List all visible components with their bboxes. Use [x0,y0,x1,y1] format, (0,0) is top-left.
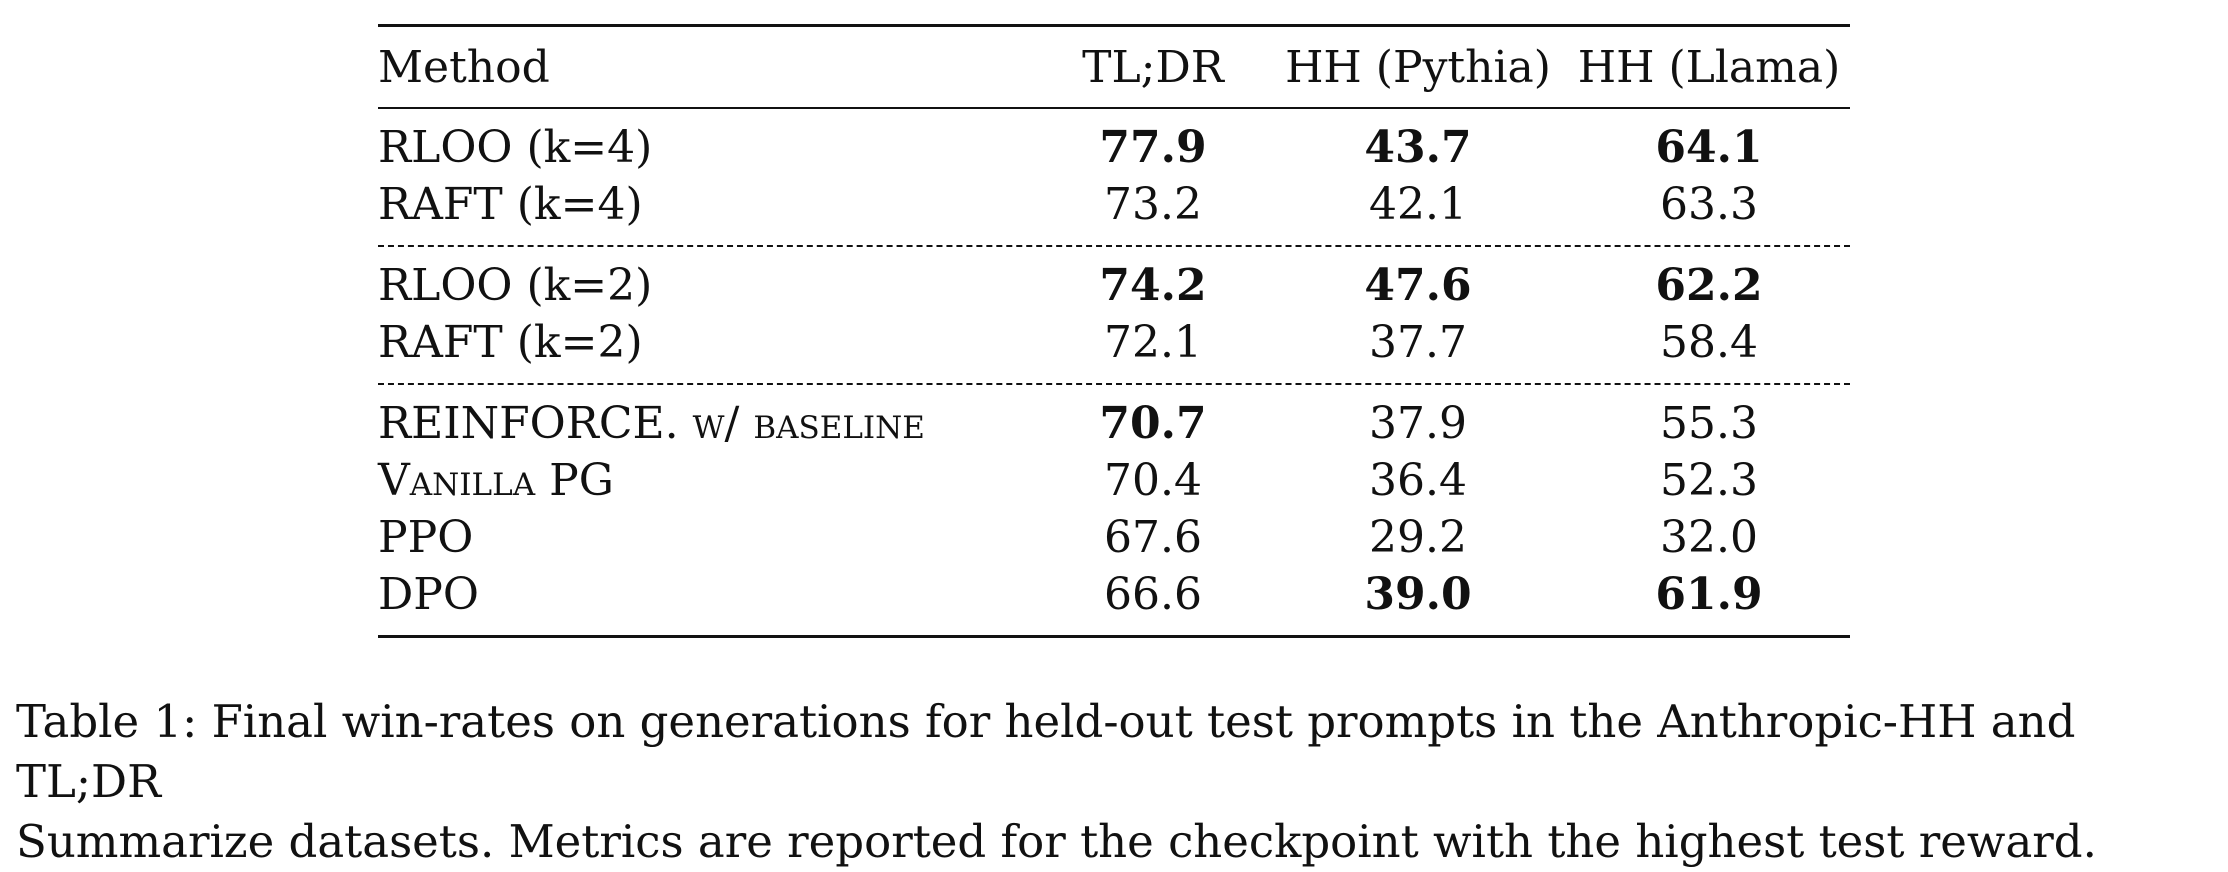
hh-llama-value: 52.3 [1660,455,1758,506]
method-cell: RLOO (k=4) [378,122,653,173]
hh-pythia-value: 42.1 [1369,179,1467,230]
tldr-value: 77.9 [1099,122,1207,173]
method-qualifier: w/ baseline [692,398,925,449]
table-row: Vanilla PG 70.4 36.4 52.3 [378,452,1850,509]
method-cell: REINFORCE. w/ baseline [378,398,1038,449]
group-divider [378,245,1850,247]
method-name: REINFORCE. [378,398,679,449]
hh-llama-value: 55.3 [1660,398,1758,449]
table-row: RLOO (k=2) 74.2 47.6 62.2 [378,257,1850,314]
tldr-value: 70.4 [1104,455,1202,506]
caption-line-2: Summarize datasets. Metrics are reported… [16,815,2097,868]
hh-pythia-value: 36.4 [1369,455,1467,506]
tldr-value: 66.6 [1104,569,1202,620]
tldr-value: 74.2 [1099,260,1207,311]
method-cell: RAFT (k=4) [378,179,643,230]
hh-llama-value: 61.9 [1655,569,1763,620]
table-row: PPO 67.6 29.2 32.0 [378,509,1850,566]
tldr-value: 67.6 [1104,512,1202,563]
hh-pythia-value: 29.2 [1369,512,1467,563]
hh-llama-value: 63.3 [1660,179,1758,230]
header-hh-llama: HH (Llama) [1577,41,1841,93]
table-row: RLOO (k=4) 77.9 43.7 64.1 [378,119,1850,176]
tldr-value: 72.1 [1104,317,1202,368]
hh-pythia-value: 37.9 [1369,398,1467,449]
hh-pythia-value: 47.6 [1364,260,1472,311]
tldr-value: 73.2 [1104,179,1202,230]
method-cell: RLOO (k=2) [378,260,653,311]
method-cell: PPO [378,512,474,563]
hh-llama-value: 62.2 [1655,260,1763,311]
method-suffix: PG [549,455,614,506]
hh-llama-value: 32.0 [1660,512,1758,563]
table-header-row: Method TL;DR HH (Pythia) HH (Llama) [378,27,1850,107]
method-name: Vanilla [378,455,536,506]
results-table: Method TL;DR HH (Pythia) HH (Llama) RLOO… [378,24,1850,638]
hh-llama-value: 58.4 [1660,317,1758,368]
header-rule [378,107,1850,109]
table-row: RAFT (k=4) 73.2 42.1 63.3 [378,176,1850,233]
hh-pythia-value: 39.0 [1364,569,1472,620]
top-rule [378,24,1850,27]
bottom-rule [378,635,1850,638]
header-hh-pythia: HH (Pythia) [1285,41,1551,93]
table-row: RAFT (k=2) 72.1 37.7 58.4 [378,314,1850,371]
hh-pythia-value: 37.7 [1369,317,1467,368]
table-row: DPO 66.6 39.0 61.9 [378,566,1850,623]
method-cell: DPO [378,569,479,620]
header-method: Method [378,41,550,93]
table-caption: Table 1: Final win-rates on generations … [16,692,2216,872]
table-row: REINFORCE. w/ baseline 70.7 37.9 55.3 [378,395,1850,452]
tldr-value: 70.7 [1099,398,1207,449]
hh-pythia-value: 43.7 [1364,122,1472,173]
method-cell: RAFT (k=2) [378,317,643,368]
caption-line-1: Table 1: Final win-rates on generations … [16,695,2076,808]
method-cell: Vanilla PG [378,455,1038,506]
hh-llama-value: 64.1 [1655,122,1763,173]
group-divider [378,383,1850,385]
header-tldr: TL;DR [1082,41,1224,93]
